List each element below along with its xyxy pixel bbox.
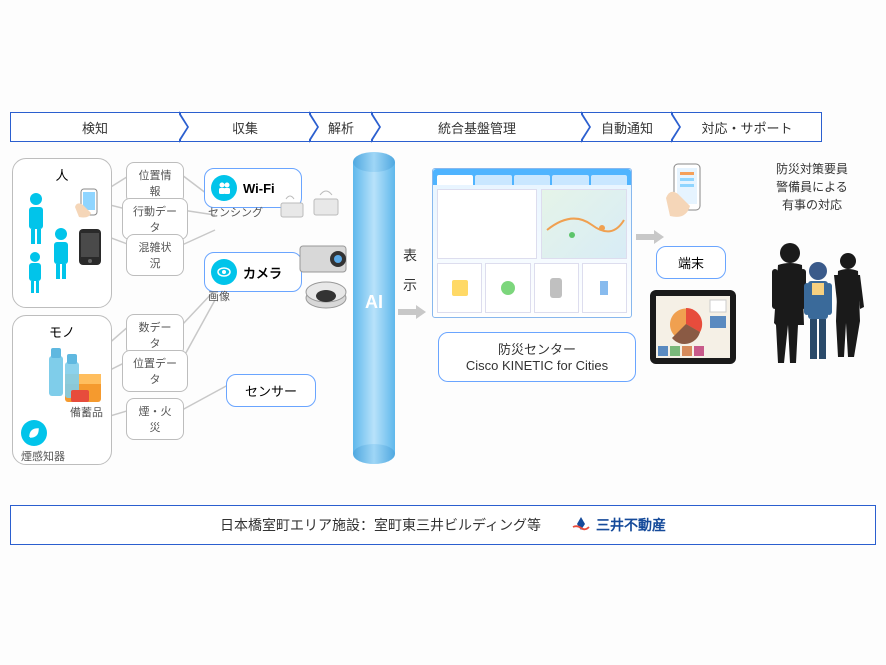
platform-line1: 防災センター — [439, 339, 635, 358]
brand: 三井不動産 — [571, 515, 666, 535]
phone-hand-icon — [73, 187, 105, 224]
arrow-right-icon — [398, 305, 426, 319]
stage-notify: 自動通知 — [582, 112, 672, 142]
tablet-icon — [650, 290, 736, 367]
tag-crowd: 混雑状況 — [126, 234, 184, 276]
things-card: モノ 備蓄品 煙感知器 — [12, 315, 112, 465]
stage-collect: 収集 — [180, 112, 310, 142]
display-label: 表 示 — [400, 248, 420, 298]
stage-detect: 検知 — [10, 112, 180, 142]
staff-icon — [760, 235, 870, 368]
things-title: モノ — [13, 322, 111, 341]
stage-platform: 統合基盤管理 — [372, 112, 582, 142]
support-l3: 有事の対応 — [752, 196, 872, 214]
smartphone-icon — [79, 229, 101, 268]
people-icon — [21, 189, 81, 302]
wifi-router-icon — [276, 185, 346, 228]
wifi-sub: センシング — [208, 204, 263, 220]
stage-analyze: 解析 — [310, 112, 372, 142]
brand-logo-icon — [571, 516, 591, 534]
camera-sub: 画像 — [208, 288, 230, 304]
support-l2: 警備員による — [752, 178, 872, 196]
footer-text: 日本橋室町エリア施設：室町東三井ビルディング等 — [220, 515, 541, 535]
footer-bar: 日本橋室町エリア施設：室町東三井ビルディング等 三井不動産 — [10, 505, 876, 545]
people-card: 人 — [12, 158, 112, 308]
tag-smoke: 煙・火災 — [126, 398, 184, 440]
ai-cylinder: AI — [353, 152, 395, 464]
brand-name: 三井不動産 — [596, 515, 666, 535]
stockpile-label: 備蓄品 — [70, 404, 103, 420]
dashboard-mock — [432, 168, 632, 318]
smoke-label: 煙感知器 — [21, 448, 65, 464]
device-box: 端末 — [656, 246, 726, 279]
tag-locdata: 位置データ — [122, 350, 188, 392]
stage-header-row: 検知 収集 解析 統合基盤管理 自動通知 対応・サポート — [10, 112, 876, 142]
camera-label: カメラ — [243, 263, 282, 282]
support-l1: 防災対策要員 — [752, 160, 872, 178]
people-title: 人 — [13, 165, 111, 184]
camera-eye-icon — [211, 259, 237, 285]
camera-pill: カメラ — [204, 252, 302, 292]
sensor-pill: センサー — [226, 374, 316, 407]
platform-line2: Cisco KINETIC for Cities — [439, 358, 635, 373]
ai-label: AI — [353, 292, 395, 313]
leaf-icon — [21, 420, 47, 446]
platform-box: 防災センター Cisco KINETIC for Cities — [438, 332, 636, 382]
phone-hand2-icon — [660, 160, 710, 233]
wifi-person-icon — [211, 175, 237, 201]
camera-icon — [296, 242, 354, 315]
stage-support: 対応・サポート — [672, 112, 822, 142]
wifi-label: Wi-Fi — [243, 181, 275, 196]
sensor-label: センサー — [245, 381, 297, 400]
goods-icon — [43, 344, 105, 409]
support-text: 防災対策要員 警備員による 有事の対応 — [752, 160, 872, 214]
